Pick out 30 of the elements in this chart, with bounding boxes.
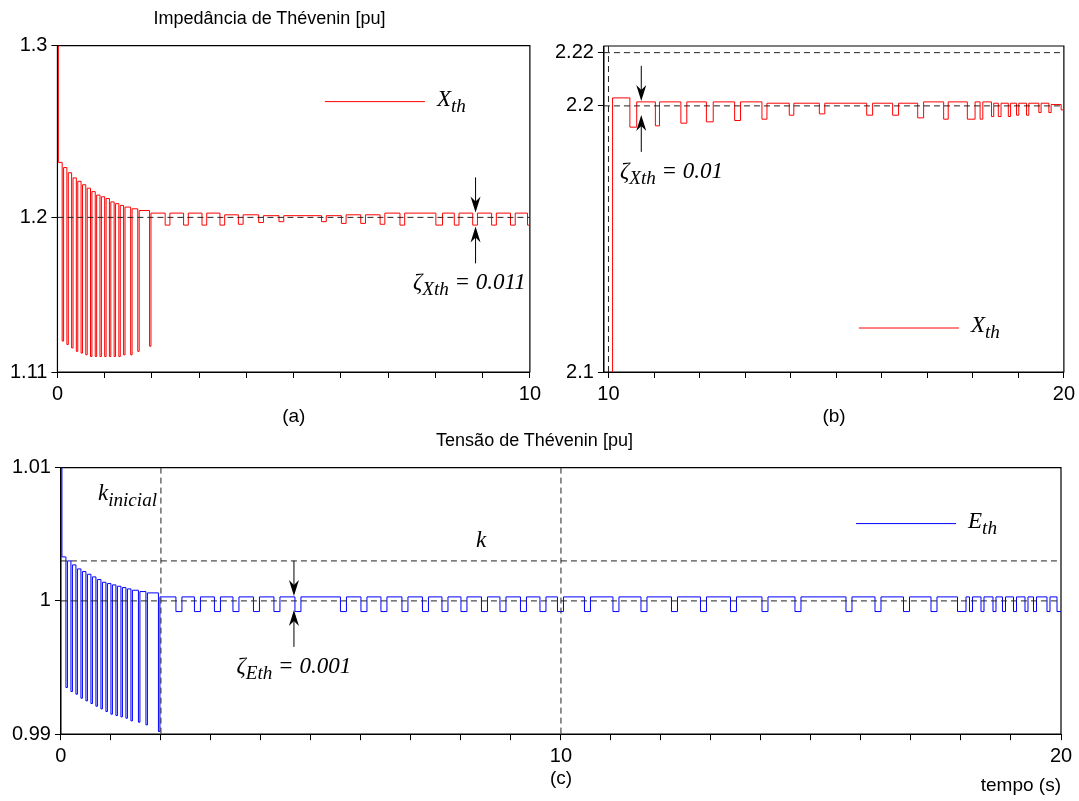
- ref-line-label: k: [475, 526, 487, 553]
- x-axis-title: tempo (s): [980, 773, 1061, 795]
- y-tick-label: 2.2: [566, 93, 594, 116]
- x-tick-label: 0: [55, 743, 67, 766]
- annotation: ζ$_{Eth}$ = 0.001: [236, 652, 352, 683]
- y-tick-label: 1: [39, 588, 51, 611]
- legend-label: X$_{th}$: [436, 85, 466, 116]
- y-tick-label: 1.11: [9, 359, 48, 382]
- y-tick-label: 2.1: [566, 359, 594, 382]
- legend-label: X$_{th}$: [970, 312, 1000, 342]
- y-tick-label: 0.99: [11, 721, 51, 744]
- y-tick-label: 1.3: [19, 33, 48, 56]
- x-tick-label: 10: [549, 743, 573, 766]
- x-tick-label: 10: [518, 381, 541, 404]
- annotation: ζ$_{Xth}$ = 0.01: [619, 157, 724, 188]
- y-tick-label: 1.01: [11, 455, 51, 478]
- text: (a): [282, 405, 306, 427]
- y-tick-label: 2.22: [554, 40, 594, 63]
- chart-title: Impedância de Thévenin [pu]: [153, 7, 386, 28]
- chart-title: Tensão de Thévenin [pu]: [436, 429, 633, 450]
- legend-label: E$_{th}$: [968, 507, 997, 538]
- x-tick-label: 20: [1049, 743, 1073, 766]
- annotation: ζ$_{Xth}$ = 0.011: [412, 269, 526, 300]
- text: (c): [549, 767, 573, 790]
- x-tick-label: 10: [597, 381, 620, 404]
- x-tick-label: 0: [51, 381, 63, 404]
- x-tick-label: 20: [1052, 381, 1075, 404]
- text: (b): [822, 405, 846, 427]
- ref-line-label: k$_{inicial}$: [97, 479, 158, 510]
- y-tick-label: 1.2: [19, 204, 48, 227]
